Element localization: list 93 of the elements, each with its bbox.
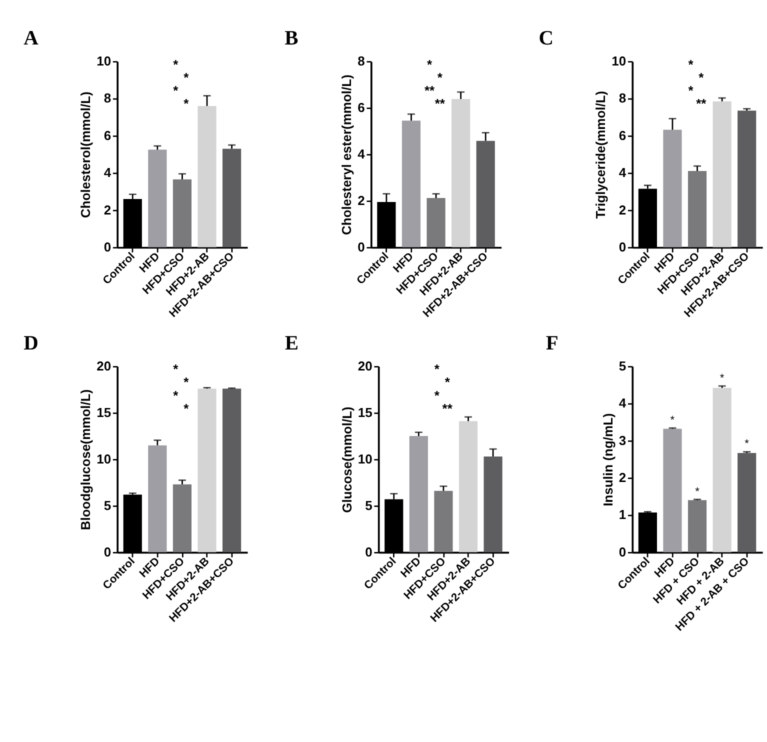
- y-axis-title: Glucose(mmol/L): [339, 406, 354, 513]
- y-axis-title: Triglyceride(mmol/L): [593, 90, 608, 219]
- y-tick-label: 2: [618, 470, 626, 486]
- annotation: **: [434, 96, 446, 111]
- y-tick-label: 6: [618, 128, 626, 143]
- bar: [663, 130, 682, 248]
- annotation: **: [696, 96, 708, 111]
- y-tick-label: 0: [365, 544, 372, 560]
- annotation: *: [173, 82, 180, 98]
- y-axis-title: Cholesteryl ester(mmol/L): [339, 74, 354, 235]
- y-tick-label: 5: [104, 498, 112, 513]
- chart-title: B: [284, 28, 299, 50]
- annotation: *: [695, 486, 700, 498]
- y-axis-title: Bloodglucose(mmol/L): [78, 389, 94, 530]
- annotation: *: [720, 372, 725, 384]
- annotation: *: [184, 70, 190, 85]
- y-tick-label: 8: [104, 90, 112, 106]
- bar: [222, 148, 242, 248]
- y-tick-label: 4: [618, 396, 627, 411]
- bar: [484, 456, 502, 552]
- annotation: *: [173, 56, 180, 72]
- y-tick-label: 10: [96, 54, 112, 69]
- y-tick-label: 8: [358, 54, 365, 69]
- bar: [222, 388, 242, 552]
- chart-title: A: [24, 28, 39, 50]
- y-axis-title: Insulin (ng/mL): [600, 413, 616, 506]
- y-tick-label: 4: [104, 165, 112, 180]
- bar: [476, 140, 495, 248]
- y-axis-title: Cholesterol(mmol/L): [78, 92, 94, 218]
- annotation: *: [698, 70, 705, 85]
- annotation: **: [442, 400, 454, 416]
- y-tick-label: 2: [618, 202, 626, 218]
- annotation: *: [184, 96, 190, 111]
- annotation: *: [688, 82, 694, 98]
- annotation: *: [434, 388, 440, 403]
- bar: [738, 452, 756, 552]
- y-tick-label: 0: [358, 239, 365, 254]
- y-tick-label: 6: [358, 100, 365, 116]
- y-tick-label: 20: [358, 358, 372, 374]
- bar: [738, 110, 756, 248]
- annotation: *: [184, 400, 190, 416]
- y-tick-label: 5: [365, 498, 372, 513]
- bar: [409, 436, 428, 552]
- bar: [172, 179, 192, 248]
- chart-title: F: [546, 332, 558, 355]
- bar: [198, 388, 216, 552]
- bar: [434, 490, 453, 552]
- annotation: *: [437, 70, 444, 85]
- bar: [148, 150, 167, 248]
- bar: [712, 101, 732, 248]
- annotation: *: [444, 374, 451, 390]
- chart-title: D: [24, 332, 38, 355]
- bar: [426, 198, 446, 248]
- y-tick-label: 10: [612, 54, 626, 69]
- bar: [458, 421, 478, 552]
- y-tick-label: 15: [96, 404, 112, 420]
- annotation: *: [426, 56, 433, 72]
- y-tick-label: 0: [618, 239, 626, 254]
- annotation: *: [173, 388, 180, 403]
- y-tick-label: 6: [104, 128, 112, 143]
- annotation: *: [670, 414, 676, 426]
- y-tick-label: 10: [96, 451, 112, 466]
- y-tick-label: 4: [358, 146, 366, 162]
- bar: [688, 171, 707, 248]
- bar: [402, 120, 421, 248]
- y-tick-label: 0: [104, 544, 112, 560]
- bar: [663, 428, 682, 552]
- y-tick-label: 2: [104, 202, 112, 218]
- chart-title: E: [284, 332, 299, 355]
- y-tick-label: 0: [618, 544, 626, 560]
- annotation: *: [434, 362, 440, 377]
- annotation: *: [744, 438, 750, 450]
- y-tick-label: 15: [358, 404, 372, 420]
- chart-title: C: [538, 28, 554, 50]
- y-tick-label: 20: [96, 358, 112, 374]
- annotation: *: [184, 374, 190, 390]
- annotation: **: [424, 82, 436, 98]
- bar: [452, 99, 470, 248]
- y-tick-label: 1: [618, 507, 626, 522]
- bar: [198, 106, 216, 248]
- y-tick-label: 3: [618, 432, 626, 448]
- bar: [688, 500, 707, 552]
- annotation: *: [688, 56, 694, 72]
- annotation: *: [173, 362, 180, 377]
- y-tick-label: 0: [104, 239, 112, 254]
- y-tick-label: 10: [358, 451, 372, 466]
- y-tick-label: 8: [618, 90, 626, 106]
- y-tick-label: 2: [358, 192, 365, 208]
- bar: [148, 445, 167, 552]
- bar: [172, 484, 192, 552]
- bar: [712, 388, 732, 552]
- y-tick-label: 4: [618, 165, 627, 180]
- y-tick-label: 5: [618, 358, 626, 374]
